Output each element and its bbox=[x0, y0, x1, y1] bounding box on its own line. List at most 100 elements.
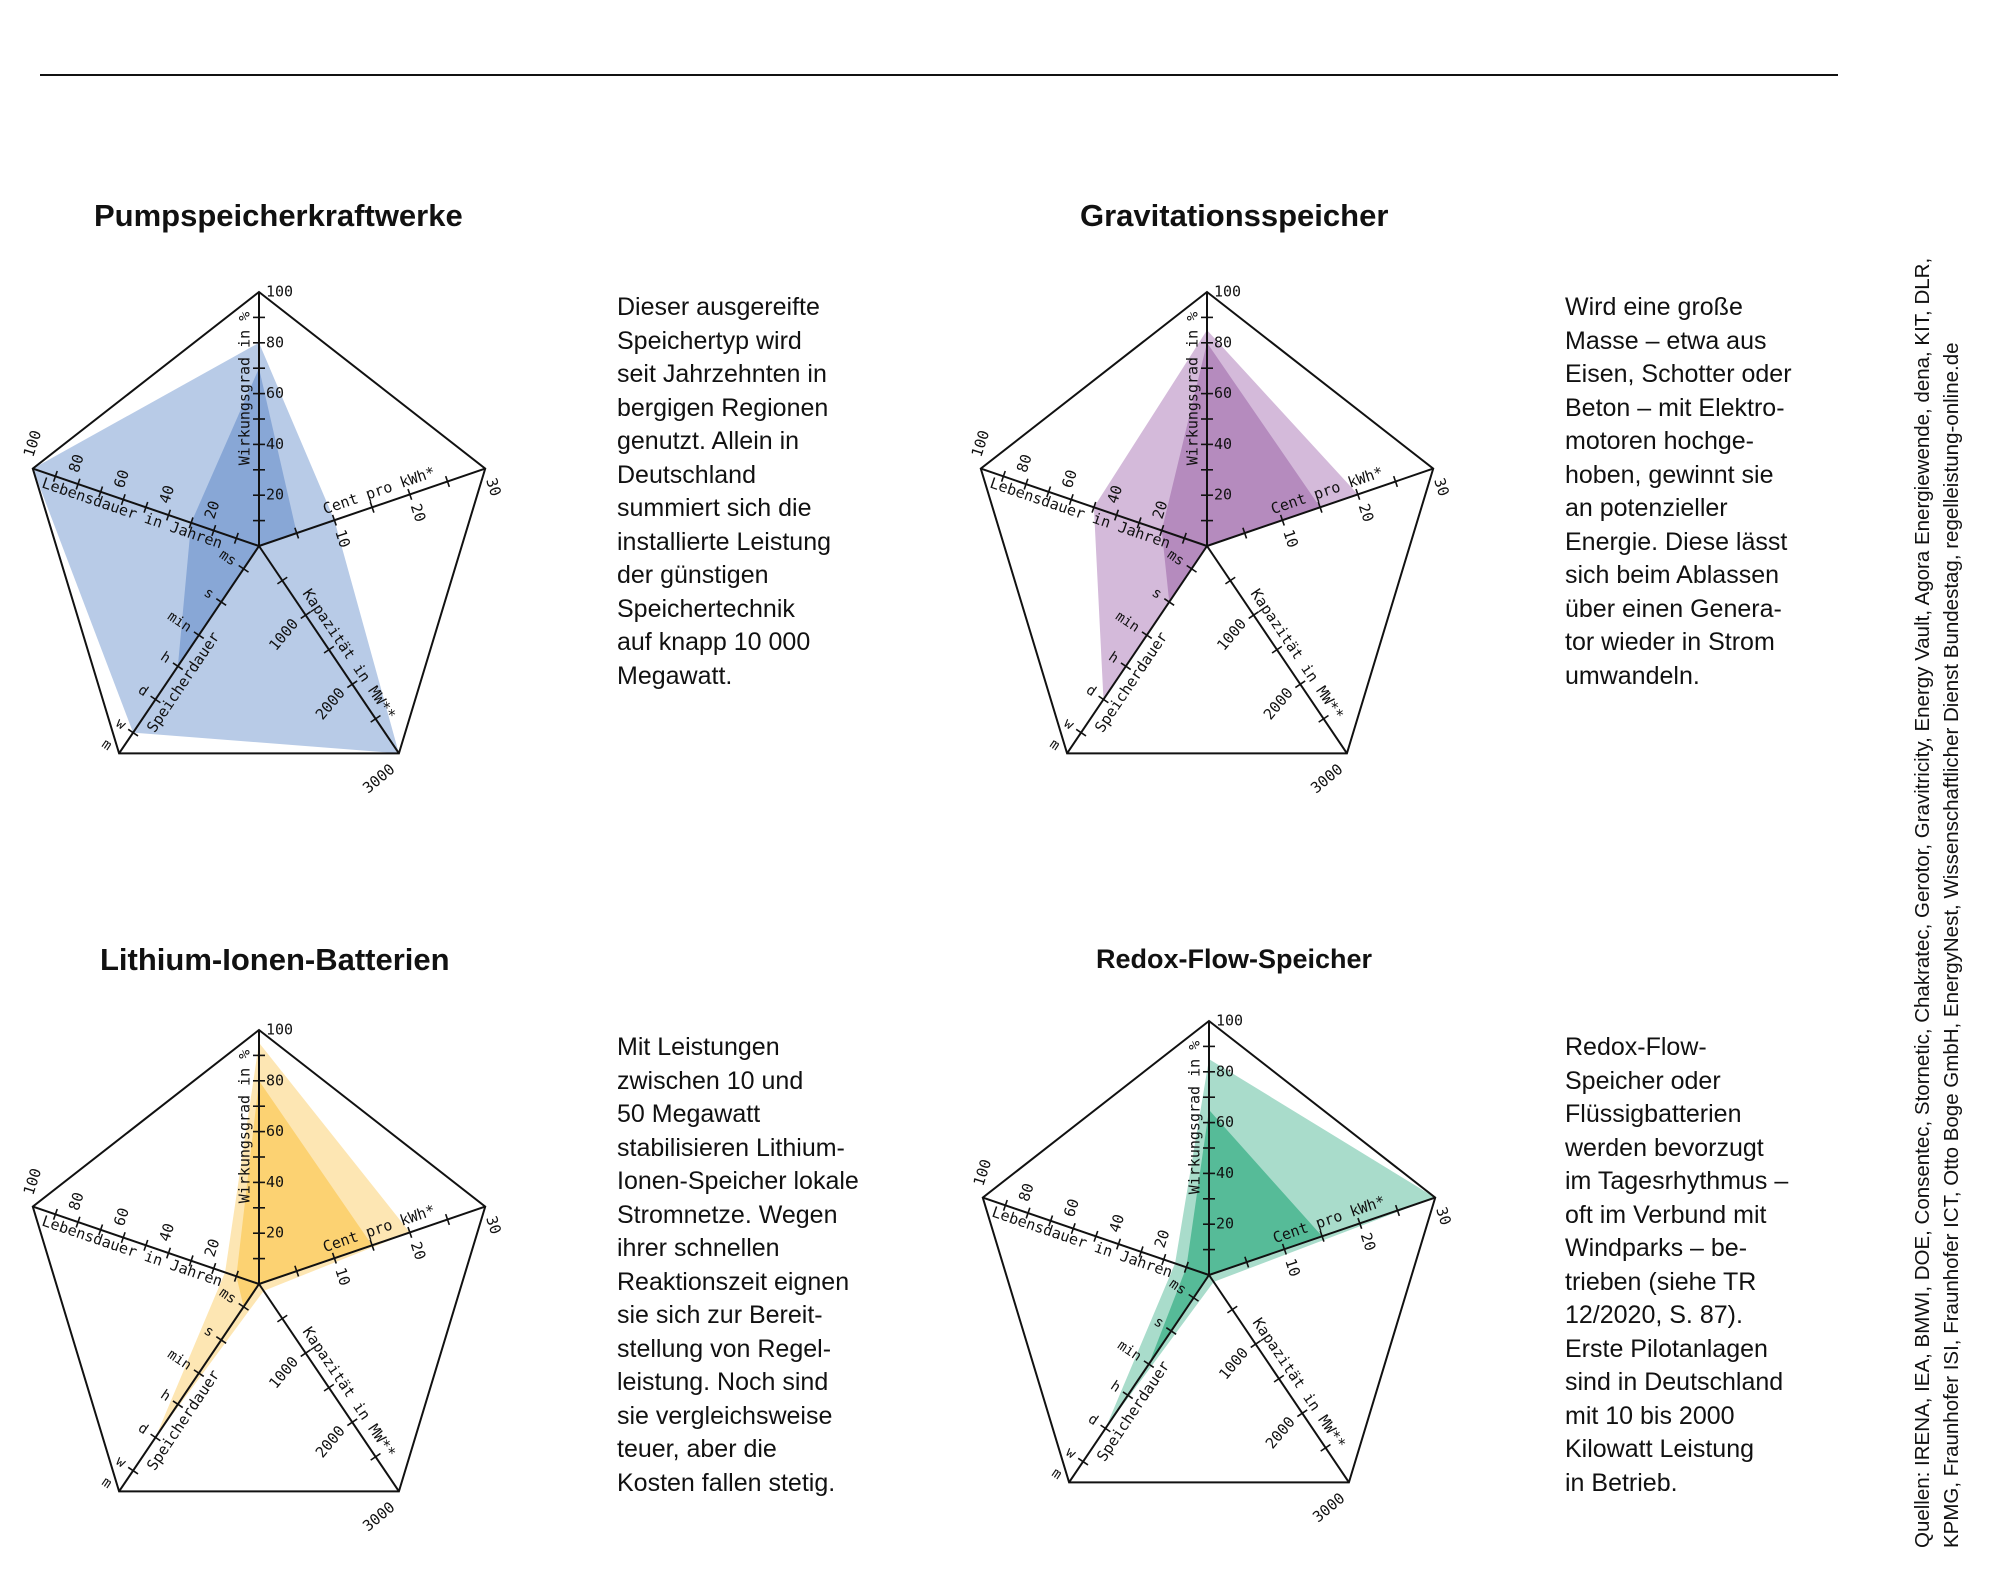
description-line: Beton – mit Elektro- bbox=[1565, 393, 1785, 422]
speicherdauer-tick-label: ms bbox=[1164, 547, 1187, 570]
description-line: Megawatt. bbox=[617, 661, 733, 690]
description-line: oft im Verbund mit bbox=[1565, 1200, 1767, 1229]
wirkungsgrad-tick-label: 60 bbox=[1216, 1113, 1234, 1131]
description-line: Kosten fallen stetig. bbox=[617, 1468, 836, 1497]
axis-tick bbox=[150, 695, 161, 704]
cent-tick-label: 30 bbox=[482, 476, 505, 499]
axis-tick bbox=[369, 1239, 375, 1251]
wirkungsgrad-tick-label: 100 bbox=[266, 1021, 293, 1039]
description-gravitation: Wird eine große Masse – etwa aus Eisen, Sc… bbox=[1565, 291, 1865, 693]
description-line: mit 10 bis 2000 bbox=[1565, 1401, 1735, 1430]
description-line: sie vergleichsweise bbox=[617, 1401, 833, 1430]
axis-line bbox=[1066, 545, 1208, 754]
axis-tick bbox=[188, 517, 194, 529]
description-line: bergigen Regionen bbox=[617, 393, 829, 422]
axis-title-kapazitaet: Kapazität in MW** bbox=[1249, 1314, 1350, 1451]
speicherdauer-tick-label: ms bbox=[216, 547, 239, 570]
kapazitaet-tick-label: 3000 bbox=[359, 1498, 398, 1535]
wirkungsgrad-tick-label: 40 bbox=[266, 435, 284, 453]
axis-tick bbox=[238, 1302, 249, 1311]
lebensdauer-tick-label: 40 bbox=[1105, 1212, 1128, 1235]
axis-tick bbox=[294, 1265, 300, 1277]
sources-note: Quellen: IRENA, IEA, BMWI, DOE, Consente… bbox=[1908, 48, 1966, 1548]
cent-tick-label: 20 bbox=[407, 501, 430, 524]
cent-tick-label: 30 bbox=[1432, 1205, 1455, 1228]
axis-tick bbox=[215, 1336, 227, 1344]
description-lithium: Mit Leistungen zwischen 10 und 50 Megawatt… bbox=[617, 1031, 917, 1500]
description-line: 50 Megawatt bbox=[617, 1100, 761, 1128]
axis-tick bbox=[1113, 509, 1120, 521]
series-area-min bbox=[236, 1080, 373, 1307]
axis-tick bbox=[1098, 695, 1109, 704]
kapazitaet-tick-label: 1000 bbox=[265, 1353, 302, 1392]
description-line: sind in Deutschland bbox=[1565, 1368, 1784, 1396]
wirkungsgrad-tick-label: 20 bbox=[266, 486, 284, 504]
cent-tick-label: 20 bbox=[407, 1239, 430, 1262]
series-area-min bbox=[1148, 1109, 1323, 1365]
wirkungsgrad-tick-label: 100 bbox=[1216, 1012, 1243, 1030]
axis-tick bbox=[165, 1247, 172, 1259]
axis-tick bbox=[407, 488, 413, 501]
description-line: Stromnetze. Wegen bbox=[617, 1200, 838, 1229]
axis-tick bbox=[233, 1270, 239, 1282]
cent-tick-label: 10 bbox=[1281, 1256, 1304, 1279]
speicherdauer-tick-label: w bbox=[1061, 715, 1077, 733]
axis-tick bbox=[370, 1452, 381, 1461]
axis-tick bbox=[1120, 662, 1132, 671]
wirkungsgrad-tick-label: 20 bbox=[1214, 486, 1232, 504]
outer-pentagon bbox=[979, 290, 1435, 755]
kapazitaet-tick-label: 1000 bbox=[1215, 1344, 1252, 1383]
axis-tick bbox=[1242, 527, 1248, 539]
wirkungsgrad-tick-label: 40 bbox=[1216, 1164, 1234, 1182]
axis-tick bbox=[323, 1383, 335, 1392]
axis-tick bbox=[1048, 1215, 1054, 1227]
axis-title-lebensdauer: Lebensdauer in Jahren bbox=[40, 1212, 225, 1290]
axis-tick bbox=[1077, 1457, 1089, 1466]
chart-title-redox: Redox-Flow-Speicher bbox=[1096, 944, 1373, 974]
axis-tick bbox=[215, 598, 227, 606]
description-line: an potenzieller bbox=[1565, 494, 1728, 522]
outer-pentagon bbox=[31, 290, 487, 755]
lebensdauer-tick-label: 20 bbox=[201, 1236, 224, 1259]
axis-tick bbox=[233, 532, 239, 544]
axis-tick bbox=[1002, 1199, 1008, 1211]
axis-tick bbox=[1115, 1238, 1122, 1250]
description-line: trieben (siehe TR bbox=[1565, 1267, 1757, 1296]
axis-tick bbox=[172, 1400, 184, 1409]
axis-title-kapazitaet: Kapazität in MW** bbox=[1247, 585, 1348, 722]
axis-tick bbox=[211, 524, 217, 537]
axis-tick bbox=[444, 475, 451, 488]
speicherdauer-tick-label: m bbox=[99, 1474, 115, 1492]
outer-pentagon bbox=[981, 1019, 1437, 1484]
description-line: motoren hochge- bbox=[1565, 427, 1755, 455]
description-line: Masse – etwa aus bbox=[1565, 326, 1767, 355]
kapazitaet-tick-label: 3000 bbox=[1309, 1489, 1348, 1526]
cent-tick-label: 10 bbox=[1279, 527, 1302, 550]
description-line: Speicher oder bbox=[1565, 1066, 1721, 1095]
description-line: installierte Leistung bbox=[617, 527, 832, 556]
cent-tick-label: 10 bbox=[331, 1265, 354, 1288]
wirkungsgrad-tick-label: 80 bbox=[266, 333, 284, 351]
sources-line-2: KPMG, Fraunhofer ISI, Fraunhofer ICT, Ot… bbox=[1940, 342, 1963, 1548]
axis-tick bbox=[300, 1349, 311, 1358]
cent-tick-label: 30 bbox=[1430, 476, 1453, 499]
lebensdauer-tick-label: 20 bbox=[1149, 498, 1172, 521]
axis-tick bbox=[1046, 486, 1052, 498]
axis-tick bbox=[1163, 598, 1175, 606]
speicherdauer-tick-label: w bbox=[113, 715, 129, 733]
chart-title-lithium: Lithium-Ionen-Batterien bbox=[100, 942, 450, 977]
axis-tick bbox=[52, 470, 58, 482]
axis-tick bbox=[276, 1314, 288, 1323]
axis-tick bbox=[1355, 488, 1361, 501]
description-line: Redox-Flow- bbox=[1565, 1033, 1707, 1061]
axis-tick bbox=[1183, 1261, 1189, 1273]
lebensdauer-tick-label: 100 bbox=[20, 428, 45, 459]
axis-tick bbox=[1091, 501, 1097, 513]
lebensdauer-tick-label: 60 bbox=[1058, 467, 1081, 490]
description-line: zwischen 10 und bbox=[617, 1066, 804, 1095]
wirkungsgrad-tick-label: 60 bbox=[266, 384, 284, 402]
axis-tick bbox=[1224, 576, 1236, 585]
axis-tick bbox=[172, 662, 184, 671]
lebensdauer-tick-label: 80 bbox=[1013, 452, 1036, 475]
description-line: ihrer schnellen bbox=[617, 1234, 780, 1262]
